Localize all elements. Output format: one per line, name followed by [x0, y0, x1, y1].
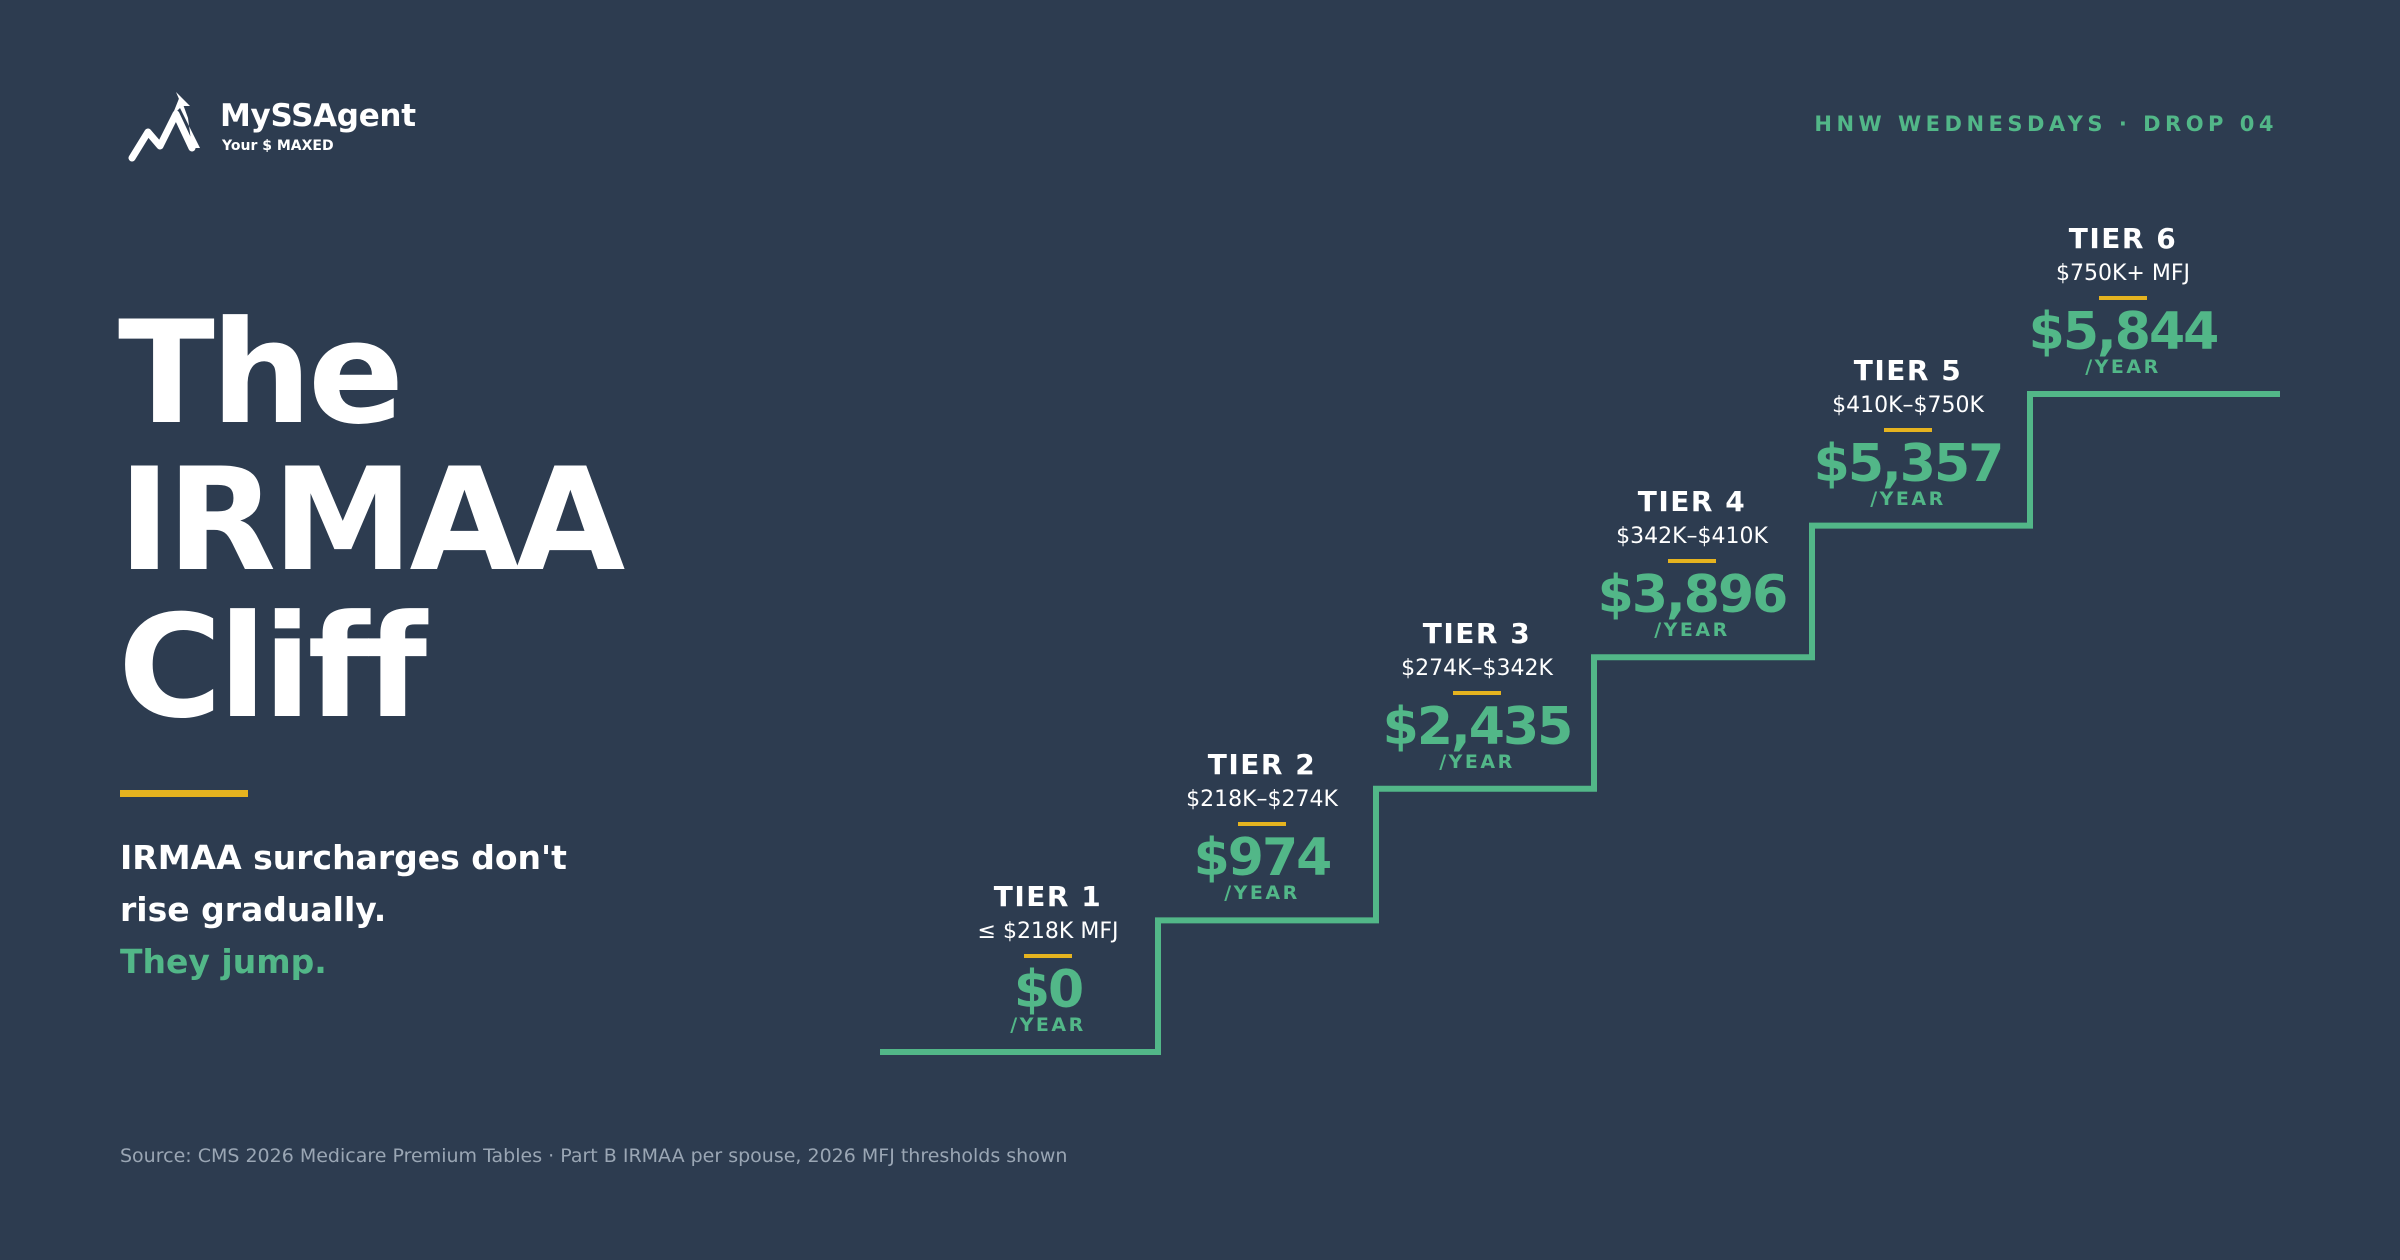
rising-arrow-mountain-icon — [128, 92, 200, 162]
tier-name: TIER 1 — [993, 880, 1103, 913]
tier-3-label: TIER 3 $274K–$342K $2,435/YEAR — [1367, 617, 1587, 773]
tier-range: $274K–$342K — [1401, 655, 1553, 681]
headline-line-2: IRMAA — [118, 438, 625, 603]
tier-name: TIER 3 — [1422, 616, 1532, 650]
headline: The IRMAA Cliff — [118, 291, 625, 750]
tier-divider — [1668, 559, 1716, 564]
subhead-line-1: IRMAA surcharges don't — [120, 838, 567, 877]
tier-name: TIER 5 — [1853, 353, 1963, 387]
tier-value: $3,896 — [1597, 565, 1789, 626]
tier-6-label: TIER 6 $750K+ MFJ $5,844/YEAR — [2013, 222, 2233, 378]
brand-name: MySSAgent — [220, 98, 416, 134]
tier-1-label: TIER 1 ≤ $218K MFJ $0/YEAR — [938, 880, 1158, 1036]
step-line — [880, 391, 2280, 1055]
tier-name: TIER 6 — [2068, 222, 2178, 255]
tier-name: TIER 4 — [1637, 485, 1747, 519]
tier-unit: /YEAR — [1439, 750, 1515, 773]
tier-divider — [1024, 954, 1072, 958]
tier-unit: /YEAR — [2085, 356, 2161, 378]
tier-range: $342K–$410K — [1616, 524, 1768, 550]
tier-5-label: TIER 5 $410K–$750K $5,357/YEAR — [1798, 354, 2018, 510]
tier-unit: /YEAR — [1870, 487, 1946, 510]
tier-divider — [1453, 690, 1501, 695]
tier-value: $974 — [1193, 828, 1333, 889]
tier-range: ≤ $218K MFJ — [977, 919, 1119, 944]
tier-unit: /YEAR — [1224, 882, 1300, 905]
tier-value: $2,435 — [1382, 696, 1574, 757]
tier-value: $5,844 — [2028, 302, 2220, 362]
tier-2-label: TIER 2 $218K–$274K $974/YEAR — [1152, 748, 1372, 904]
tier-unit: /YEAR — [1010, 1014, 1086, 1036]
subhead-line-2: rise gradually. — [120, 890, 387, 929]
tier-4-label: TIER 4 $342K–$410K $3,896/YEAR — [1582, 485, 1802, 641]
tier-name: TIER 2 — [1207, 748, 1317, 782]
headline-line-1: The — [118, 291, 404, 456]
brand-tagline: Your $ MAXED — [222, 138, 334, 154]
headline-underline — [120, 790, 248, 797]
subhead: IRMAA surcharges don't rise gradually. T… — [120, 832, 567, 988]
tier-range: $410K–$750K — [1832, 392, 1984, 418]
tier-value: $5,357 — [1813, 433, 2005, 494]
tier-divider — [1238, 822, 1286, 827]
headline-line-3: Cliff — [118, 585, 427, 750]
subhead-accent: They jump. — [120, 942, 327, 981]
tier-range: $750K+ MFJ — [2056, 261, 2190, 286]
episode-label: HNW WEDNESDAYS · DROP 04 — [1814, 112, 2278, 136]
tier-divider — [1884, 427, 1932, 432]
tier-range: $218K–$274K — [1186, 787, 1338, 813]
brand-logo: MySSAgent Your $ MAXED — [128, 92, 458, 172]
tier-divider — [2099, 296, 2147, 300]
tier-value: $0 — [1013, 960, 1084, 1020]
source-note: Source: CMS 2026 Medicare Premium Tables… — [120, 1145, 1068, 1167]
tier-unit: /YEAR — [1654, 619, 1730, 642]
